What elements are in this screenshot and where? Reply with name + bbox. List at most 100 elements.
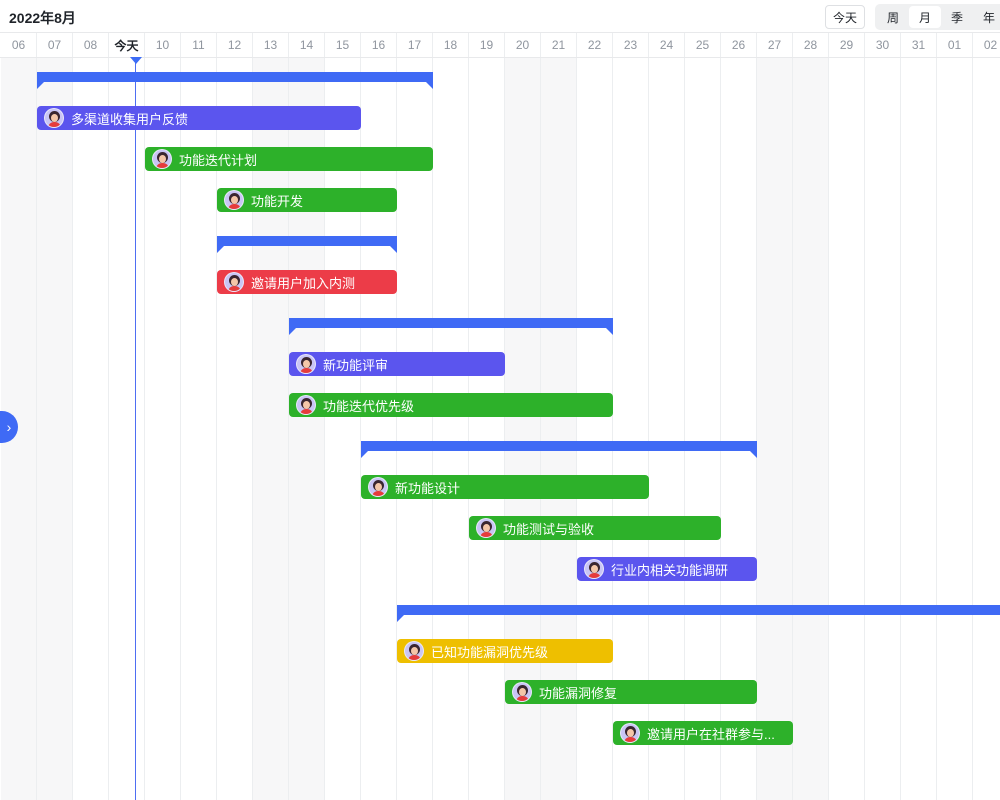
avatar bbox=[404, 641, 424, 661]
day-column bbox=[865, 58, 901, 800]
group-bar[interactable] bbox=[361, 441, 757, 458]
scale-option[interactable]: 月 bbox=[909, 6, 941, 28]
task-label: 功能漏洞修复 bbox=[539, 685, 618, 701]
day-header: 11 bbox=[181, 33, 217, 57]
task-bar[interactable]: 功能漏洞修复 bbox=[505, 680, 757, 704]
day-column bbox=[973, 58, 1000, 800]
task-label: 新功能设计 bbox=[395, 480, 461, 496]
task-label: 新功能评审 bbox=[323, 357, 389, 373]
avatar bbox=[512, 682, 532, 702]
today-line bbox=[135, 58, 136, 800]
day-column bbox=[73, 58, 109, 800]
avatar bbox=[368, 477, 388, 497]
day-header: 08 bbox=[73, 33, 109, 57]
day-header: 23 bbox=[613, 33, 649, 57]
page-title: 2022年8月 bbox=[9, 10, 76, 26]
task-bar[interactable]: 功能迭代计划 bbox=[145, 147, 433, 171]
day-column bbox=[541, 58, 577, 800]
day-header: 29 bbox=[829, 33, 865, 57]
task-bar[interactable]: 行业内相关功能调研 bbox=[577, 557, 757, 581]
day-header: 27 bbox=[757, 33, 793, 57]
avatar bbox=[620, 723, 640, 743]
task-label: 功能迭代计划 bbox=[179, 152, 258, 168]
task-label: 邀请用户在社群参与... bbox=[647, 726, 775, 742]
day-header: 19 bbox=[469, 33, 505, 57]
time-scale-switch: 周月季 年 bbox=[875, 4, 1000, 30]
task-bar[interactable]: 功能迭代优先级 bbox=[289, 393, 613, 417]
group-bar[interactable] bbox=[397, 605, 1000, 622]
task-label: 已知功能漏洞优先级 bbox=[431, 644, 549, 660]
day-header: 31 bbox=[901, 33, 937, 57]
task-bar[interactable]: 邀请用户在社群参与... bbox=[613, 721, 793, 745]
avatar bbox=[296, 395, 316, 415]
day-column bbox=[901, 58, 937, 800]
task-bar[interactable]: 邀请用户加入内测 bbox=[217, 270, 397, 294]
day-column bbox=[505, 58, 541, 800]
task-label: 功能测试与验收 bbox=[503, 521, 595, 537]
day-header: 30 bbox=[865, 33, 901, 57]
day-column bbox=[721, 58, 757, 800]
day-header: 10 bbox=[145, 33, 181, 57]
day-header: 今天 bbox=[109, 33, 145, 57]
day-header: 21 bbox=[541, 33, 577, 57]
scale-option[interactable]: 季 bbox=[950, 10, 963, 25]
day-column bbox=[289, 58, 325, 800]
day-column bbox=[649, 58, 685, 800]
day-header: 28 bbox=[793, 33, 829, 57]
day-column bbox=[829, 58, 865, 800]
day-header: 26 bbox=[721, 33, 757, 57]
today-marker bbox=[130, 57, 142, 64]
day-column bbox=[937, 58, 973, 800]
chevron-right-icon: › bbox=[6, 419, 12, 435]
task-bar[interactable]: 功能开发 bbox=[217, 188, 397, 212]
day-header: 02 bbox=[973, 33, 1000, 57]
day-column bbox=[469, 58, 505, 800]
day-column bbox=[757, 58, 793, 800]
task-label: 功能迭代优先级 bbox=[323, 398, 415, 414]
avatar bbox=[476, 518, 496, 538]
toolbar: 2022年8月 今天 周月季 年 bbox=[0, 0, 1000, 32]
expand-panel-button[interactable]: › bbox=[0, 411, 18, 443]
day-header: 25 bbox=[685, 33, 721, 57]
avatar bbox=[296, 354, 316, 374]
day-header: 14 bbox=[289, 33, 325, 57]
task-label: 功能开发 bbox=[251, 193, 304, 209]
day-header: 06 bbox=[1, 33, 37, 57]
task-bar[interactable]: 已知功能漏洞优先级 bbox=[397, 639, 613, 663]
scale-option[interactable]: 年 bbox=[982, 10, 995, 25]
group-bar[interactable] bbox=[217, 236, 397, 253]
day-column bbox=[325, 58, 361, 800]
day-column bbox=[397, 58, 433, 800]
task-bar[interactable]: 多渠道收集用户反馈 bbox=[37, 106, 361, 130]
day-header: 20 bbox=[505, 33, 541, 57]
day-column bbox=[433, 58, 469, 800]
task-bar[interactable]: 新功能设计 bbox=[361, 475, 649, 499]
day-column bbox=[793, 58, 829, 800]
day-column bbox=[685, 58, 721, 800]
day-header: 15 bbox=[325, 33, 361, 57]
day-column bbox=[577, 58, 613, 800]
day-column bbox=[109, 58, 145, 800]
task-bar[interactable]: 功能测试与验收 bbox=[469, 516, 721, 540]
day-header: 01 bbox=[937, 33, 973, 57]
day-column bbox=[145, 58, 181, 800]
day-header: 12 bbox=[217, 33, 253, 57]
task-bar[interactable]: 新功能评审 bbox=[289, 352, 505, 376]
day-column bbox=[217, 58, 253, 800]
day-header: 24 bbox=[649, 33, 685, 57]
group-bar[interactable] bbox=[37, 72, 433, 89]
day-column bbox=[181, 58, 217, 800]
avatar bbox=[152, 149, 172, 169]
today-button[interactable]: 今天 bbox=[825, 5, 865, 29]
task-label: 多渠道收集用户反馈 bbox=[71, 111, 189, 127]
day-column bbox=[613, 58, 649, 800]
day-header: 16 bbox=[361, 33, 397, 57]
day-column bbox=[361, 58, 397, 800]
date-header: 06 07 08 今天 10 11 12 13 14 15 16 17 18 19 20 21 22 23 24 25… bbox=[0, 32, 1000, 58]
scale-option[interactable]: 周 bbox=[886, 10, 899, 25]
task-label: 邀请用户加入内测 bbox=[251, 275, 356, 291]
avatar bbox=[584, 559, 604, 579]
group-bar[interactable] bbox=[289, 318, 613, 335]
day-column bbox=[253, 58, 289, 800]
task-label: 行业内相关功能调研 bbox=[611, 562, 729, 578]
